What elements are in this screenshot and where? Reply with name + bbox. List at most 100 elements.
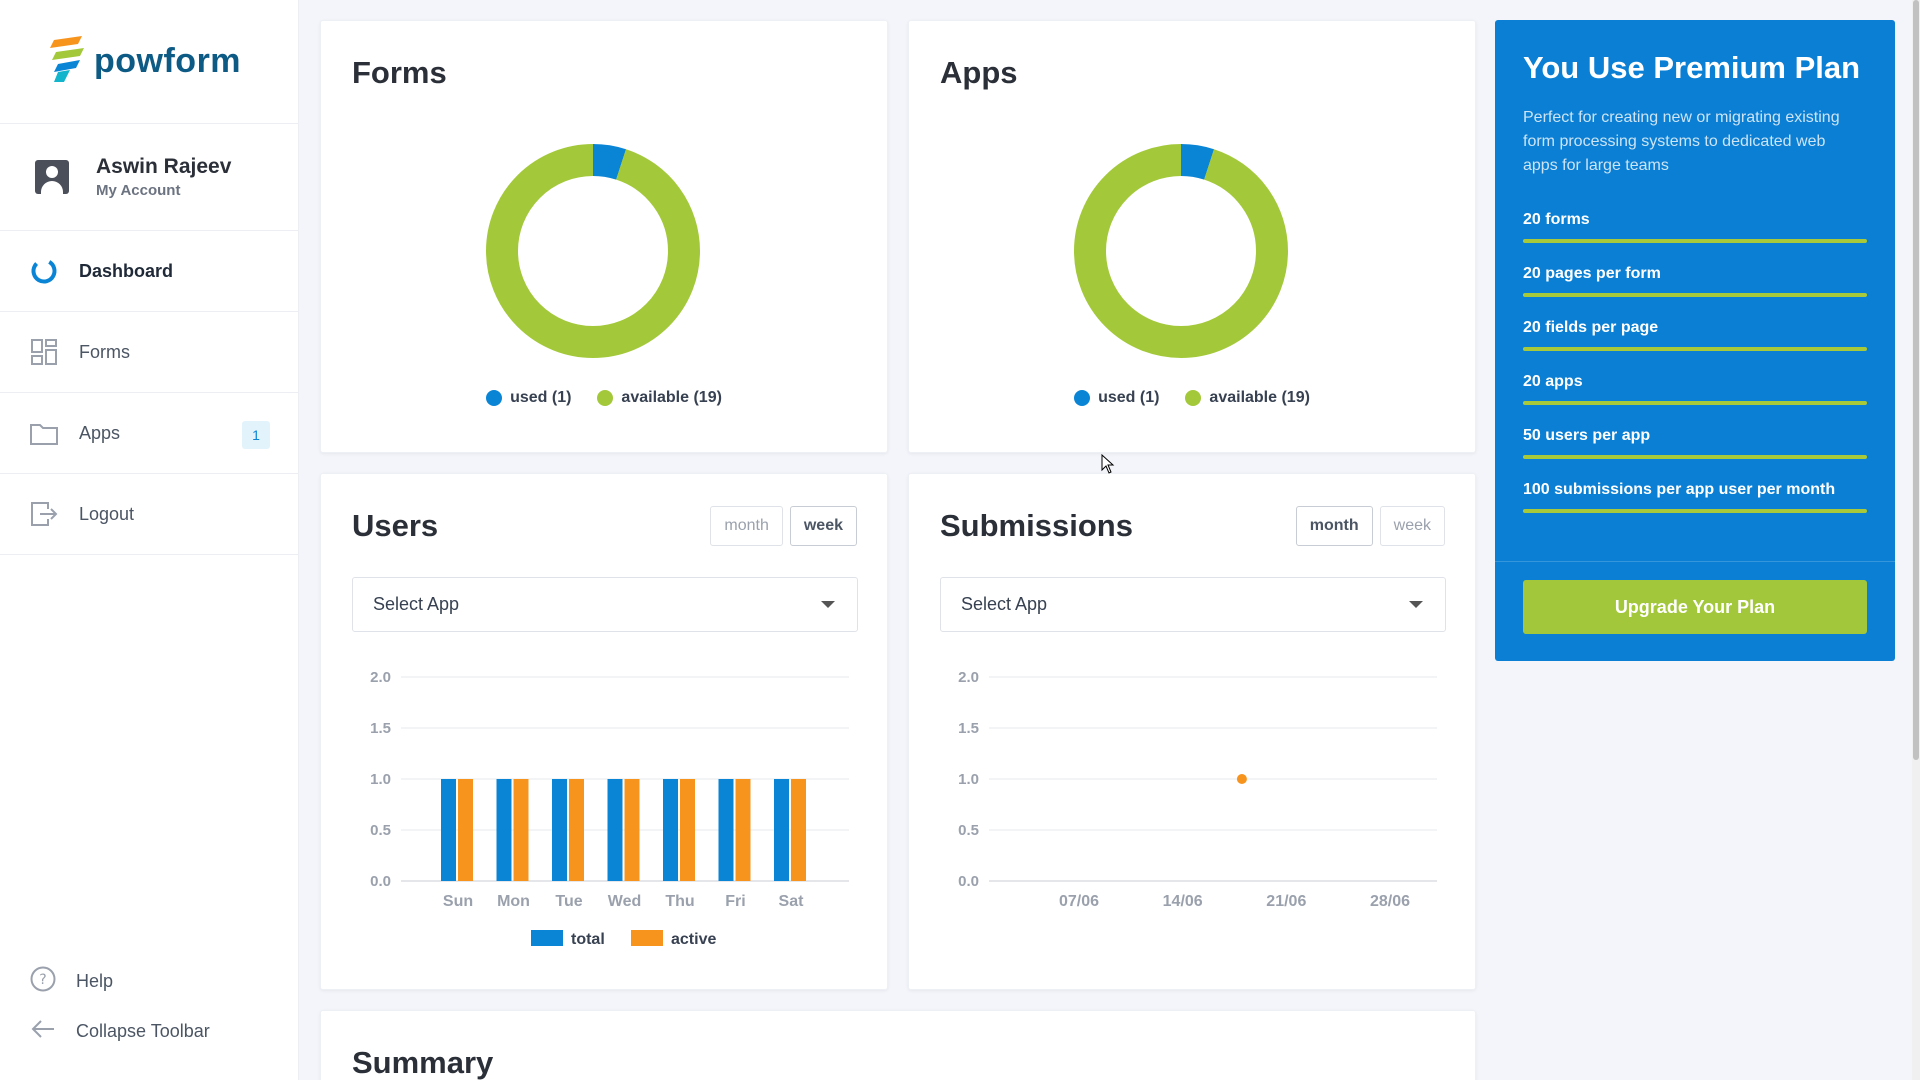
bar-active[interactable] [569, 779, 584, 881]
arrow-left-icon [30, 1018, 56, 1045]
plan-feature: 20 forms [1523, 211, 1867, 243]
bar-total[interactable] [441, 779, 456, 881]
submissions-title: Submissions [940, 508, 1133, 543]
sidebar-item-label: Forms [79, 341, 130, 362]
premium-title: You Use Premium Plan [1523, 50, 1861, 85]
bar-total[interactable] [663, 779, 678, 881]
x-tick-label: Sat [779, 893, 805, 910]
legend-used[interactable]: used (1) [1074, 389, 1159, 407]
bar-total[interactable] [496, 779, 512, 881]
y-tick-label: 0.5 [958, 822, 979, 839]
x-tick-label: 28/06 [1370, 893, 1410, 910]
bar-active[interactable] [680, 779, 695, 881]
x-tick-label: Wed [608, 893, 641, 910]
submissions-week-button[interactable]: week [1379, 506, 1445, 546]
sidebar-item-forms[interactable]: Forms [0, 312, 298, 393]
sidebar-item-dashboard[interactable]: Dashboard [0, 231, 298, 312]
sidebar-item-label: Apps [79, 422, 121, 443]
apps-legend: used (1) available (19) [909, 389, 1475, 407]
users-card: Users month week Select App 0.0 0.5 1.0 1.5… [320, 473, 888, 990]
avatar-icon [35, 160, 69, 194]
bar-active[interactable] [624, 779, 640, 881]
bar-active[interactable] [458, 779, 473, 881]
plan-feature: 50 users per app [1523, 427, 1867, 459]
select-label: Select App [373, 594, 460, 614]
y-tick-label: 2.0 [958, 669, 979, 686]
premium-divider [1495, 561, 1895, 562]
x-tick-label: 07/06 [1059, 893, 1099, 910]
page-scrollbar[interactable] [1912, 0, 1920, 1080]
collapse-toolbar-button[interactable]: Collapse Toolbar [30, 1006, 210, 1056]
account-subtitle: My Account [96, 182, 181, 199]
feature-bar [1523, 509, 1867, 513]
x-tick-label: Fri [725, 893, 745, 910]
bar-total[interactable] [552, 779, 567, 881]
apps-title: Apps [940, 55, 1018, 90]
legend-used[interactable]: used (1) [486, 389, 571, 407]
sidebar: powform Aswin Rajeev My Account Dashboar… [0, 0, 299, 1080]
submissions-period-toggle: month week [1295, 506, 1445, 546]
submissions-month-button[interactable]: month [1295, 506, 1373, 546]
plan-feature: 20 fields per page [1523, 319, 1867, 351]
bar-total[interactable] [718, 779, 734, 881]
y-tick-label: 1.5 [958, 720, 979, 737]
users-period-toggle: month week [710, 506, 857, 546]
folder-icon [30, 419, 58, 447]
help-link[interactable]: ? Help [30, 956, 210, 1006]
legend-available[interactable]: available (19) [597, 389, 722, 407]
legend-label-active[interactable]: active [671, 931, 716, 948]
bar-total[interactable] [774, 779, 789, 881]
plan-feature: 100 submissions per app user per month [1523, 481, 1867, 513]
y-tick-label: 1.0 [370, 771, 391, 788]
bar-active[interactable] [735, 779, 751, 881]
y-tick-label: 0.5 [370, 822, 391, 839]
feature-bar [1523, 401, 1867, 405]
feature-bar [1523, 455, 1867, 459]
legend-available[interactable]: available (19) [1185, 389, 1310, 407]
sidebar-item-logout[interactable]: Logout [0, 474, 298, 555]
submissions-line-chart: 0.0 0.5 1.0 1.5 2.0 07/06 14/06 21/06 28/06 [958, 669, 1437, 910]
apps-donut-chart [1074, 144, 1288, 358]
sidebar-item-label: Logout [79, 503, 135, 524]
data-point[interactable] [1236, 774, 1247, 784]
help-label: Help [76, 970, 114, 991]
y-tick-label: 1.0 [958, 771, 979, 788]
x-tick-label: Mon [497, 893, 530, 910]
powform-logo-icon [50, 36, 86, 87]
legend-swatch-total [531, 930, 563, 946]
legend-label-total[interactable]: total [571, 931, 605, 948]
bar-active[interactable] [791, 779, 806, 881]
feature-bar [1523, 347, 1867, 351]
x-tick-label: 14/06 [1163, 893, 1203, 910]
users-app-select[interactable]: Select App [352, 577, 858, 632]
y-tick-label: 0.0 [958, 873, 979, 890]
sidebar-item-apps[interactable]: Apps 1 [0, 393, 298, 474]
forms-grid-icon [30, 338, 58, 366]
logo-text: powform [94, 42, 242, 80]
account[interactable]: Aswin Rajeev My Account [0, 124, 298, 231]
bar-active[interactable] [513, 779, 529, 881]
users-title: Users [352, 508, 439, 543]
bar-total[interactable] [607, 779, 623, 881]
apps-count-badge: 1 [242, 421, 270, 449]
x-tick-label: Sun [443, 893, 473, 910]
svg-text:?: ? [39, 972, 46, 988]
forms-legend: used (1) available (19) [321, 389, 887, 407]
premium-plan-panel: You Use Premium Plan Perfect for creatin… [1495, 20, 1895, 661]
users-bar-chart: 0.0 0.5 1.0 1.5 2.0 Sun Mon Tue Wed Thu Fri Sat tota… [370, 669, 849, 948]
plan-feature: 20 pages per form [1523, 265, 1867, 297]
users-month-button[interactable]: month [710, 506, 783, 546]
y-tick-label: 0.0 [370, 873, 391, 890]
plan-feature: 20 apps [1523, 373, 1867, 405]
logo[interactable]: powform [0, 0, 298, 124]
mouse-cursor-icon [1101, 454, 1115, 474]
upgrade-plan-button[interactable]: Upgrade Your Plan [1523, 580, 1867, 634]
submissions-app-select[interactable]: Select App [940, 577, 1446, 632]
x-tick-label: Thu [665, 893, 694, 910]
donut-slice-available[interactable] [486, 144, 700, 358]
scrollbar-thumb[interactable] [1913, 0, 1919, 760]
collapse-label: Collapse Toolbar [76, 1020, 210, 1041]
users-week-button[interactable]: week [789, 506, 857, 546]
help-icon: ? [30, 966, 56, 997]
donut-slice-available[interactable] [1074, 144, 1288, 358]
